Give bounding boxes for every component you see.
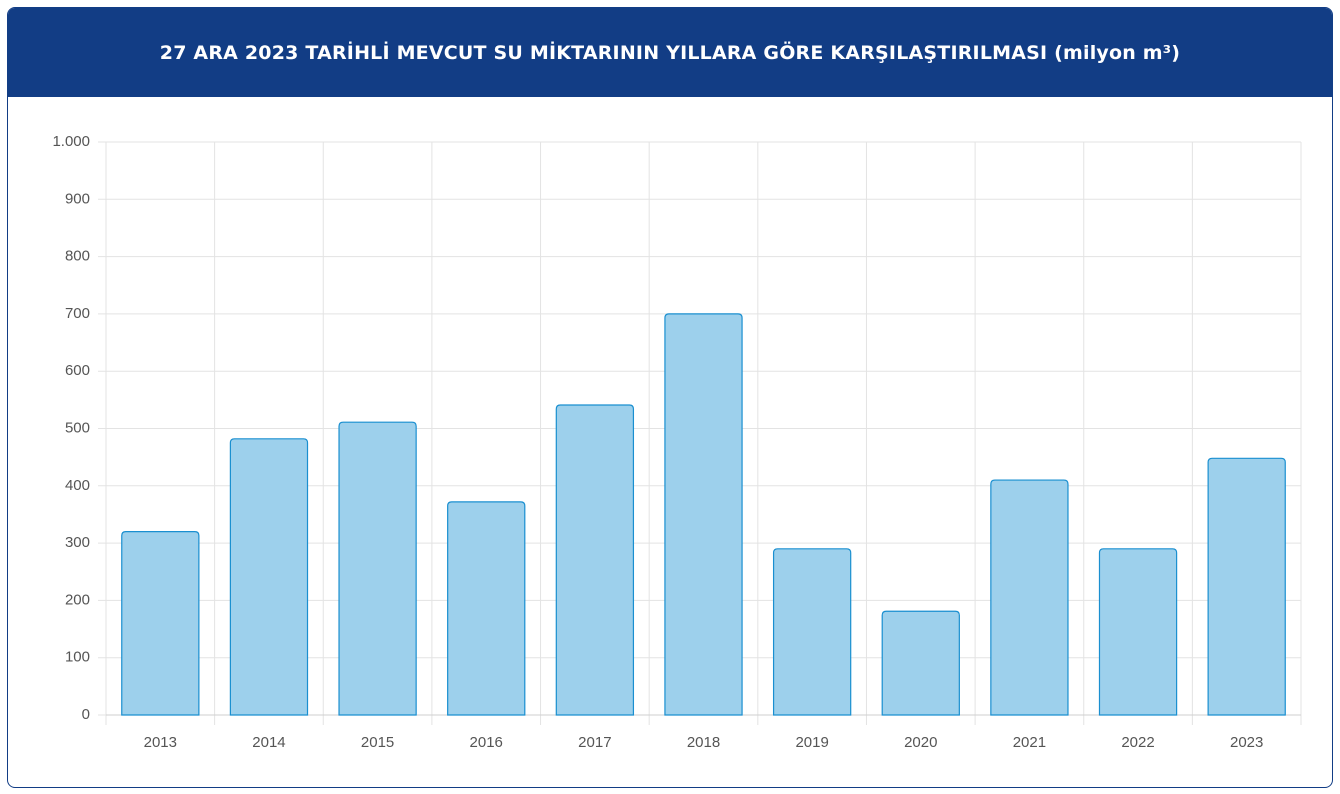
y-tick-label: 500 [65, 419, 90, 436]
chart-title: 27 ARA 2023 TARİHLİ MEVCUT SU MİKTARININ… [8, 8, 1332, 97]
x-tick-label: 2016 [470, 734, 503, 751]
x-tick-label: 2017 [578, 734, 611, 751]
x-tick-label: 2019 [795, 734, 828, 751]
x-tick-label: 2014 [252, 734, 285, 751]
y-tick-label: 0 [82, 706, 90, 723]
bar [990, 479, 1069, 716]
y-tick-label: 800 [65, 248, 90, 265]
bar [121, 531, 200, 716]
x-tick-label: 2021 [1013, 734, 1046, 751]
bar [772, 548, 852, 716]
bar [447, 501, 526, 716]
bar [1207, 457, 1286, 716]
y-tick-label: 700 [65, 305, 90, 322]
y-tick-label: 1.000 [52, 133, 90, 150]
bar [1098, 548, 1178, 716]
x-tick-label: 2015 [361, 734, 394, 751]
y-tick-label: 600 [65, 362, 90, 379]
x-tick-label: 2013 [144, 734, 177, 751]
y-tick-label: 300 [65, 534, 90, 551]
x-tick-label: 2023 [1230, 734, 1263, 751]
x-tick-label: 2020 [904, 734, 937, 751]
bar [229, 438, 309, 716]
bar [881, 610, 960, 716]
bar [664, 313, 743, 716]
y-tick-label: 400 [65, 477, 90, 494]
y-tick-label: 100 [65, 649, 90, 666]
y-tick-label: 900 [65, 190, 90, 207]
bar [555, 404, 635, 716]
bar [338, 421, 417, 716]
x-tick-label: 2022 [1121, 734, 1154, 751]
y-tick-label: 200 [65, 591, 90, 608]
x-tick-label: 2018 [687, 734, 720, 751]
